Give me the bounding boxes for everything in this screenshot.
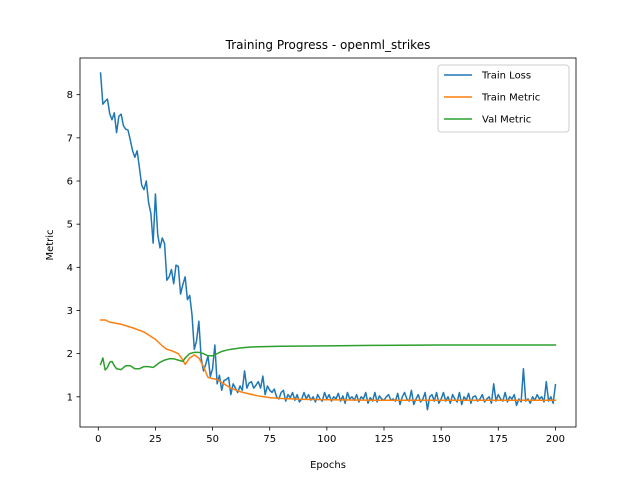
chart-title: Training Progress - openml_strikes	[225, 38, 431, 52]
y-tick-label: 8	[67, 90, 73, 101]
y-axis: 1 2 3 4 5 6 7 8	[67, 90, 80, 403]
y-axis-label: Metric	[45, 229, 56, 260]
x-axis-label: Epochs	[310, 460, 346, 471]
y-tick-label: 3	[67, 306, 73, 317]
x-tick-label: 200	[546, 434, 565, 445]
series-lines	[99, 72, 557, 411]
series-line-train-loss	[99, 72, 557, 411]
legend-label-train-loss: Train Loss	[481, 71, 531, 82]
x-tick-label: 150	[432, 434, 451, 445]
series-line-val-metric	[99, 344, 557, 371]
axes-frame	[79, 57, 577, 428]
x-tick-label: 125	[374, 434, 393, 445]
y-tick-label: 1	[67, 392, 73, 403]
legend: Train Loss Train Metric Val Metric	[437, 64, 570, 133]
y-tick-label: 7	[67, 133, 73, 144]
x-tick-label: 75	[263, 434, 276, 445]
y-tick-label: 6	[67, 177, 73, 188]
x-tick-label: 50	[206, 434, 219, 445]
x-tick-label: 25	[149, 434, 162, 445]
y-tick-label: 5	[67, 220, 73, 231]
x-tick-label: 0	[95, 434, 101, 445]
plot-area	[79, 57, 577, 428]
legend-label-val-metric: Val Metric	[482, 115, 531, 126]
legend-box	[437, 64, 570, 133]
x-tick-label: 100	[317, 434, 336, 445]
legend-label-train-metric: Train Metric	[481, 93, 540, 104]
y-tick-label: 4	[67, 263, 73, 274]
x-tick-label: 175	[489, 434, 508, 445]
series-line-train-metric	[99, 319, 557, 401]
y-tick-label: 2	[67, 349, 73, 360]
x-axis: 0 25 50 75 100 125 150 175 200	[95, 427, 565, 445]
